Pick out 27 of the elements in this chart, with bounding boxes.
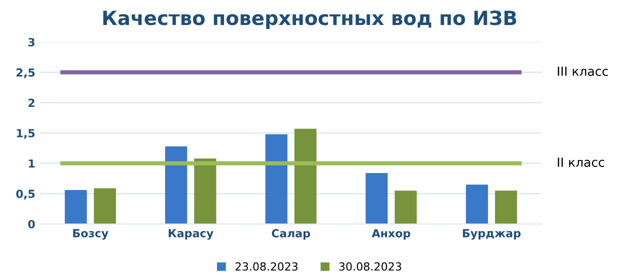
bar — [94, 188, 116, 224]
ref-line-label: III класс — [558, 66, 608, 76]
y-tick-label: 2 — [28, 98, 34, 107]
x-tick-label: Салар — [272, 229, 310, 240]
bar — [394, 190, 417, 224]
y-tick-label: 1,5 — [16, 129, 35, 139]
ref-line-label: II класс — [558, 158, 604, 167]
bar — [165, 146, 188, 224]
x-tick-label: Бурджар — [462, 229, 521, 240]
bar — [64, 190, 87, 224]
y-tick-label: 0,5 — [16, 190, 35, 200]
bar — [466, 184, 488, 224]
x-tick-label: Карасу — [168, 229, 214, 240]
bar — [265, 134, 288, 224]
x-tick-label: Анхор — [372, 229, 410, 240]
chart-title: Качество поверхностных вод по ИЗВ — [103, 10, 516, 30]
y-tick-label: 3 — [28, 38, 34, 46]
y-tick-label: 1 — [28, 159, 35, 168]
bar — [294, 128, 316, 224]
bar — [194, 158, 216, 224]
bar — [366, 173, 388, 224]
bar — [494, 190, 518, 224]
y-tick-label: 0 — [28, 220, 35, 228]
x-tick-label: Бозсу — [73, 229, 108, 240]
legend-label: 30.08.2023 — [339, 262, 402, 271]
y-tick-label: 2,5 — [16, 68, 35, 78]
legend-label: 23.08.2023 — [236, 262, 298, 271]
